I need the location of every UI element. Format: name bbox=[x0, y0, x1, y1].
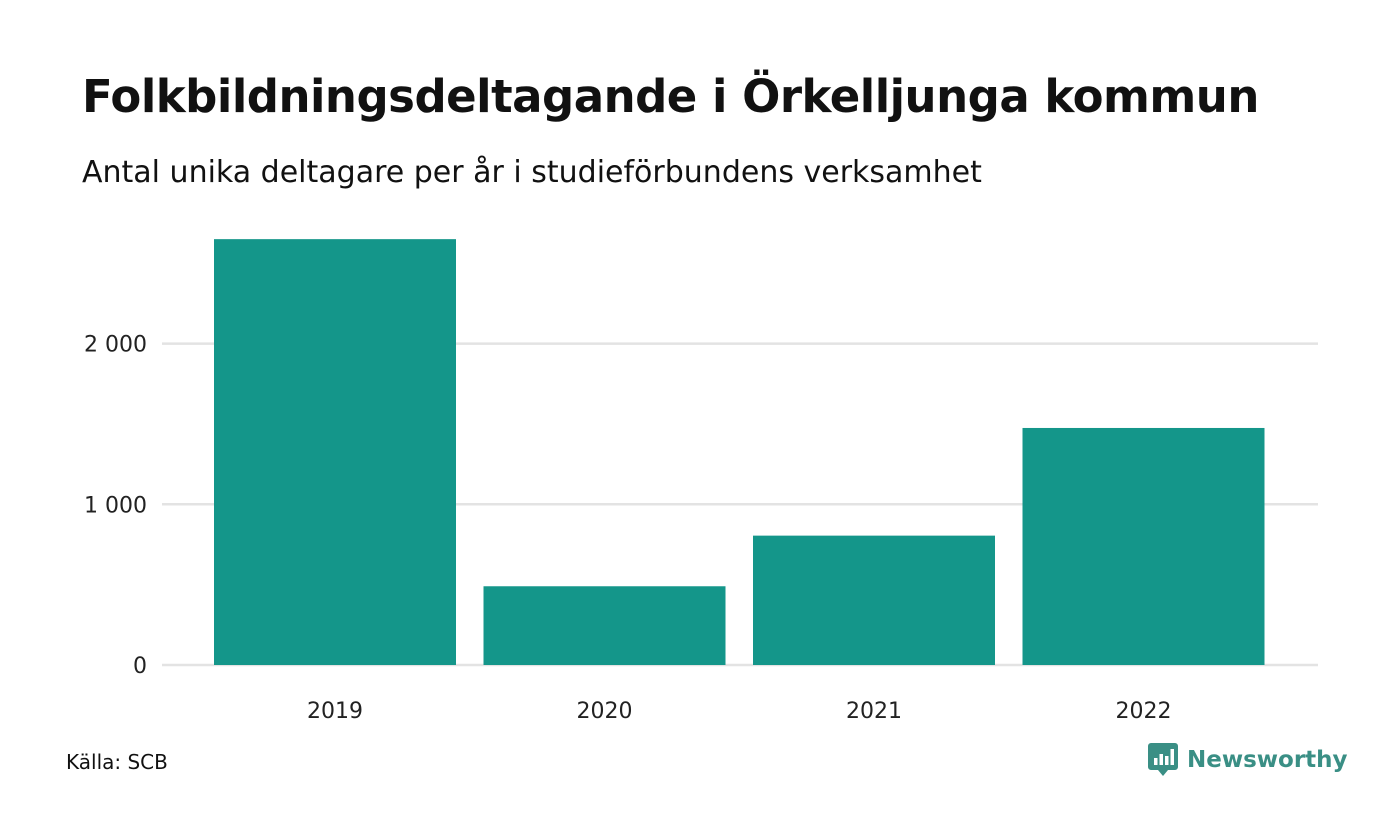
source-note: Källa: SCB bbox=[66, 750, 168, 774]
x-tick-label: 2022 bbox=[1116, 699, 1172, 724]
bar-2021 bbox=[753, 535, 995, 665]
x-tick-label: 2021 bbox=[846, 699, 902, 724]
newsworthy-logo-icon bbox=[1148, 743, 1178, 776]
y-tick-label: 2 000 bbox=[84, 333, 147, 358]
brand-name: Newsworthy bbox=[1187, 747, 1348, 773]
x-tick-label: 2019 bbox=[307, 699, 363, 724]
chart-title: Folkbildningsdeltagande i Örkelljunga ko… bbox=[82, 70, 1259, 123]
bar-2020 bbox=[483, 586, 726, 665]
brand-logo: Newsworthy bbox=[1148, 743, 1348, 777]
y-tick-label: 1 000 bbox=[84, 493, 147, 518]
bars bbox=[214, 239, 1265, 665]
y-tick-labels: 0 1 000 2 000 bbox=[84, 333, 147, 679]
chart-subtitle: Antal unika deltagare per år i studieför… bbox=[82, 155, 982, 190]
bar-2019 bbox=[214, 239, 456, 665]
x-tick-label: 2020 bbox=[577, 699, 633, 724]
x-tick-labels: 2019 2020 2021 2022 bbox=[307, 699, 1172, 724]
y-tick-label: 0 bbox=[133, 654, 147, 679]
bar-2022 bbox=[1022, 427, 1265, 665]
